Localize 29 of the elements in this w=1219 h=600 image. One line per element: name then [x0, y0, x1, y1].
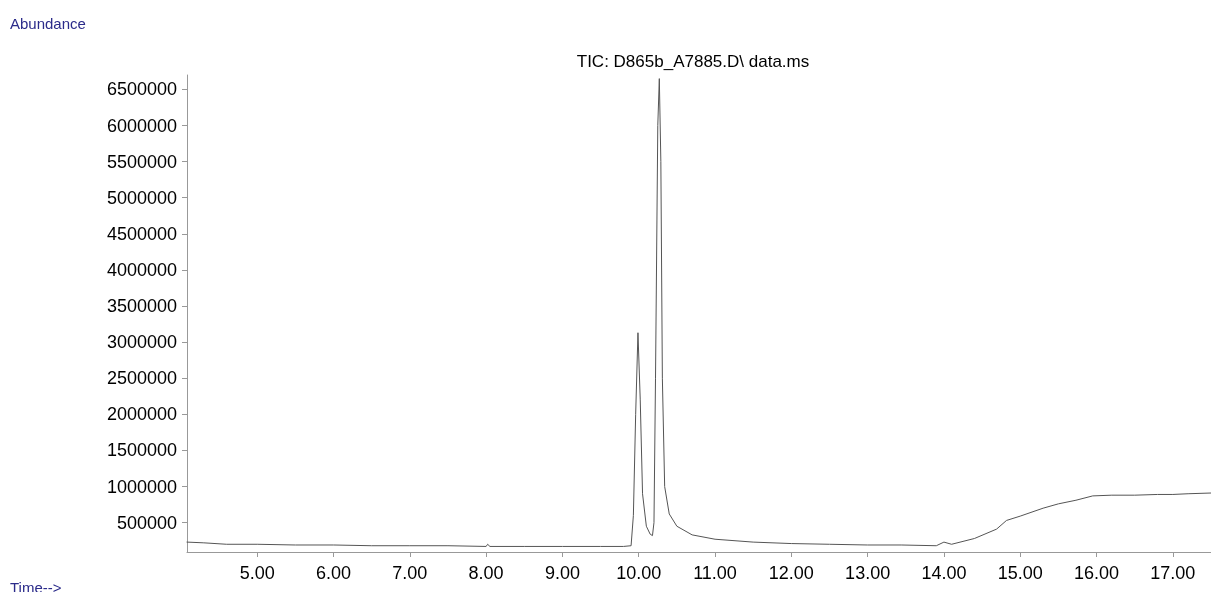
- y-tick-label: 3000000: [106, 332, 177, 353]
- y-tick-label: 2000000: [106, 404, 177, 425]
- y-tick-label: 1500000: [106, 440, 177, 461]
- x-tick-label: 9.00: [544, 563, 580, 583]
- x-tick-label: 11.00: [693, 563, 737, 583]
- y-tick-label: 4000000: [106, 259, 177, 280]
- y-tick-label: 6000000: [106, 115, 177, 136]
- x-tick-label: 5.00: [239, 563, 275, 583]
- y-tick-label: 500000: [116, 512, 177, 533]
- y-tick-label: 5000000: [106, 187, 177, 208]
- x-tick-label: 7.00: [392, 563, 428, 583]
- y-tick-label: 4500000: [106, 223, 177, 244]
- x-tick-label: 8.00: [468, 563, 504, 583]
- x-tick-label: 14.00: [921, 563, 967, 583]
- x-tick-label: 17.00: [1150, 563, 1196, 583]
- y-axis-title: Abundance: [10, 15, 86, 32]
- x-tick-label: 10.00: [616, 563, 662, 583]
- y-tick-label: 2500000: [106, 368, 177, 389]
- x-tick-label: 6.00: [315, 563, 352, 583]
- y-tick-label: 1000000: [106, 476, 177, 497]
- y-tick-label: 3500000: [106, 296, 177, 317]
- line-series: [186, 78, 1211, 547]
- x-tick-label: 12.00: [768, 563, 814, 583]
- y-tick-label: 5500000: [106, 151, 177, 172]
- y-tick-label: 6500000: [106, 79, 177, 100]
- chart-title: TIC: D865b_A7885.D\ data.ms: [576, 52, 810, 71]
- x-tick-label: 16.00: [1074, 563, 1120, 583]
- x-tick-label: 13.00: [845, 563, 891, 583]
- x-tick-label: 15.00: [997, 563, 1043, 583]
